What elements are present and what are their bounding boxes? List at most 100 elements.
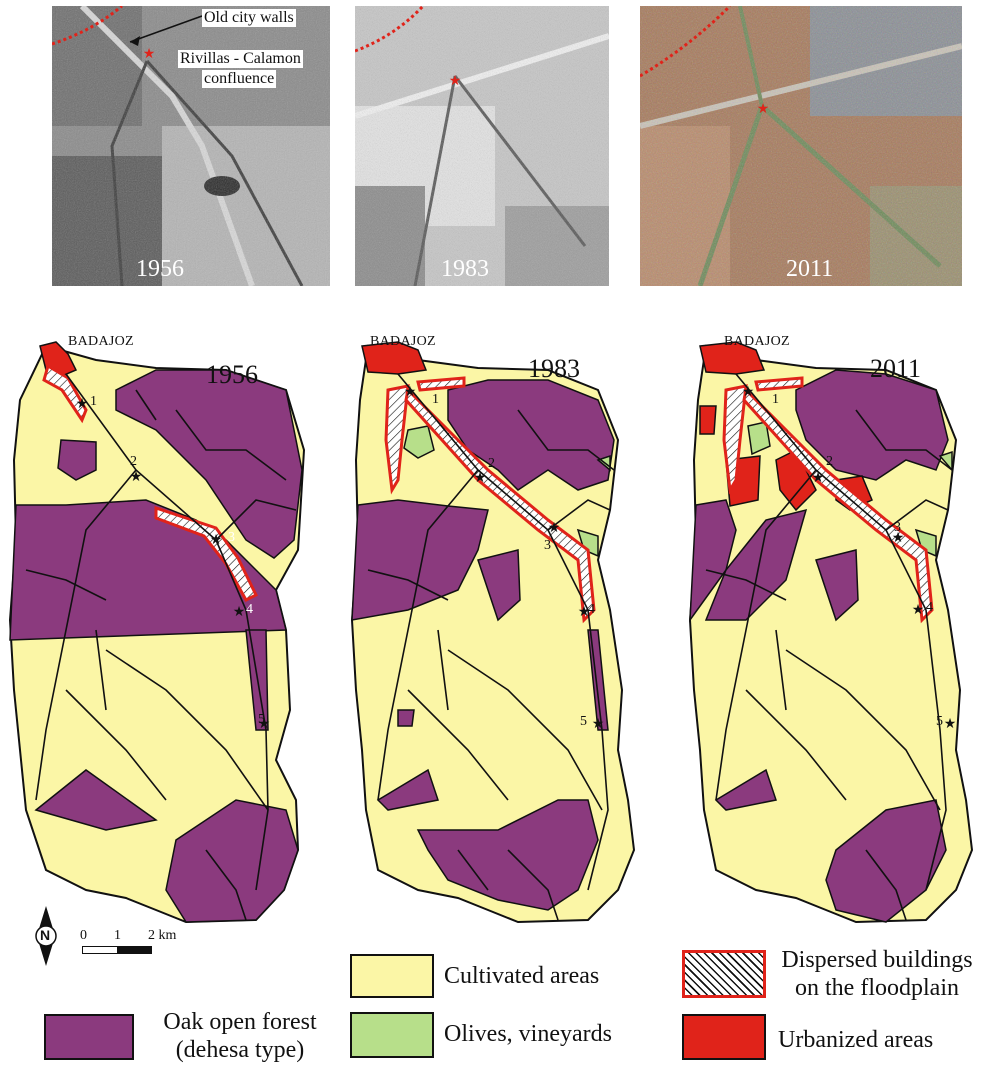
oak-forest-patch [57, 439, 97, 481]
urbanized-area [361, 341, 428, 375]
aerial-photo-1983: ★ 1983 [355, 6, 609, 286]
oak-forest-patch [376, 768, 439, 811]
legend-label-olives: Olives, vineyards [444, 1021, 612, 1047]
point-label-1: 1 [432, 392, 439, 407]
oak-forest-patch [704, 508, 808, 621]
point-label-2: 2 [488, 456, 495, 471]
stream-network [705, 373, 953, 921]
point-label-4: 4 [926, 600, 933, 615]
confluence-annotation-line1: Rivillas - Calamon [178, 50, 303, 68]
oak-forest-patch [795, 369, 949, 481]
svg-text:★: ★ [592, 717, 605, 732]
aerial-photo-1956: ★ 1956 Old city walls Rivillas - Calamon… [52, 6, 330, 286]
legend-label-urban: Urbanized areas [778, 1027, 934, 1053]
svg-text:★: ★ [210, 533, 223, 548]
olive-vineyard-patch [403, 425, 435, 459]
oak-forest-patch [397, 709, 415, 727]
legend-swatch-dispersed [682, 950, 766, 998]
oak-forest-patch [689, 499, 737, 623]
point-label-5: 5 [580, 714, 587, 729]
svg-text:★: ★ [578, 605, 591, 620]
legend-label-cultivated: Cultivated areas [444, 963, 600, 989]
landuse-map-1956: ★ ★ ★ ★ ★ BADAJOZ 1956 1 2 3 4 5 [6, 330, 306, 930]
map-place-name: BADAJOZ [724, 334, 790, 349]
scale-tick-1: 1 [114, 928, 121, 943]
oak-forest-patch [477, 549, 521, 622]
svg-text:★: ★ [130, 470, 143, 485]
map-place-name: BADAJOZ [68, 334, 134, 349]
map-year-label: 1956 [206, 360, 258, 389]
svg-text:★: ★ [944, 717, 957, 732]
oak-forest-patch [416, 799, 599, 911]
svg-text:★: ★ [258, 717, 271, 732]
aerial-photo-2011: ★ 2011 [640, 6, 962, 286]
scale-tick-0: 0 [80, 928, 87, 943]
point-label-2: 2 [826, 454, 833, 469]
legend-label-dispersed-line1: Dispersed buildings [781, 947, 973, 973]
confluence-star-icon: ★ [757, 102, 770, 117]
point-label-5: 5 [936, 714, 943, 729]
sampling-points: ★ ★ ★ ★ ★ [76, 397, 271, 732]
photo-year-label: 1983 [441, 256, 489, 282]
map-year-label: 2011 [870, 354, 922, 383]
point-label-4: 4 [246, 602, 253, 617]
north-arrow-icon: N [30, 906, 62, 966]
photo-year-label: 1956 [136, 256, 184, 282]
oak-forest-patch [815, 549, 859, 622]
svg-text:★: ★ [912, 603, 925, 618]
dispersed-buildings [754, 376, 804, 392]
oak-forest-patch [714, 768, 777, 811]
legend-swatch-cultivated [350, 954, 434, 998]
sampling-points: ★ ★ ★ ★ ★ [404, 385, 605, 732]
scale-tick-2: 2 km [148, 928, 177, 943]
point-label-3: 3 [894, 520, 901, 535]
sampling-points: ★ ★ ★ ★ ★ [742, 385, 957, 732]
svg-text:★: ★ [812, 471, 825, 486]
oak-forest-patch [34, 769, 158, 831]
oak-forest-patch [115, 369, 303, 559]
point-label-1: 1 [772, 392, 779, 407]
map-year-label: 1983 [528, 354, 580, 383]
svg-text:★: ★ [548, 521, 561, 536]
legend-swatch-urban [682, 1014, 766, 1060]
svg-text:★: ★ [233, 605, 246, 620]
oak-forest-patch [351, 499, 489, 621]
svg-text:★: ★ [76, 397, 89, 412]
svg-text:★: ★ [742, 385, 755, 400]
photo-year-label: 2011 [786, 256, 834, 282]
stream-network [367, 373, 615, 921]
point-label-5: 5 [258, 712, 265, 727]
point-label-3: 3 [228, 530, 235, 545]
svg-text:★: ★ [474, 471, 487, 486]
dispersed-buildings [404, 386, 596, 624]
confluence-star-icon: ★ [449, 74, 462, 89]
dispersed-buildings [154, 505, 258, 602]
legend-label-oak-line2: (dehesa type) [175, 1037, 305, 1063]
map-place-name: BADAJOZ [370, 334, 436, 349]
scale-bar [82, 946, 152, 954]
legend-label-oak-line1: Oak open forest [163, 1009, 317, 1035]
urbanized-area [699, 405, 717, 435]
confluence-annotation-line2: confluence [202, 70, 277, 88]
point-label-3: 3 [544, 538, 551, 553]
olive-vineyard-patch [938, 450, 953, 473]
urbanized-area [699, 341, 766, 375]
dispersed-buildings [416, 376, 466, 392]
point-label-1: 1 [90, 394, 97, 409]
olive-vineyard-patch [914, 528, 937, 558]
dispersed-buildings [742, 386, 934, 624]
walls-annotation: Old city walls [202, 9, 296, 27]
landuse-map-2011: ★ ★ ★ ★ ★ BADAJOZ 2011 1 2 3 4 5 [686, 330, 986, 930]
point-label-4: 4 [588, 602, 595, 617]
svg-text:★: ★ [404, 385, 417, 400]
confluence-star-icon: ★ [143, 47, 156, 62]
north-label: N [40, 927, 51, 943]
stream-network [25, 373, 297, 921]
legend-swatch-oak [44, 1014, 134, 1060]
point-label-2: 2 [130, 454, 137, 469]
landuse-map-1983: ★ ★ ★ ★ ★ BADAJOZ 1983 1 2 3 4 5 [348, 330, 648, 930]
legend-swatch-olives [350, 1012, 434, 1058]
olive-vineyard-patch [747, 421, 771, 456]
legend-label-dispersed-line2: on the floodplain [795, 975, 959, 1001]
olive-vineyard-patch [576, 528, 599, 558]
